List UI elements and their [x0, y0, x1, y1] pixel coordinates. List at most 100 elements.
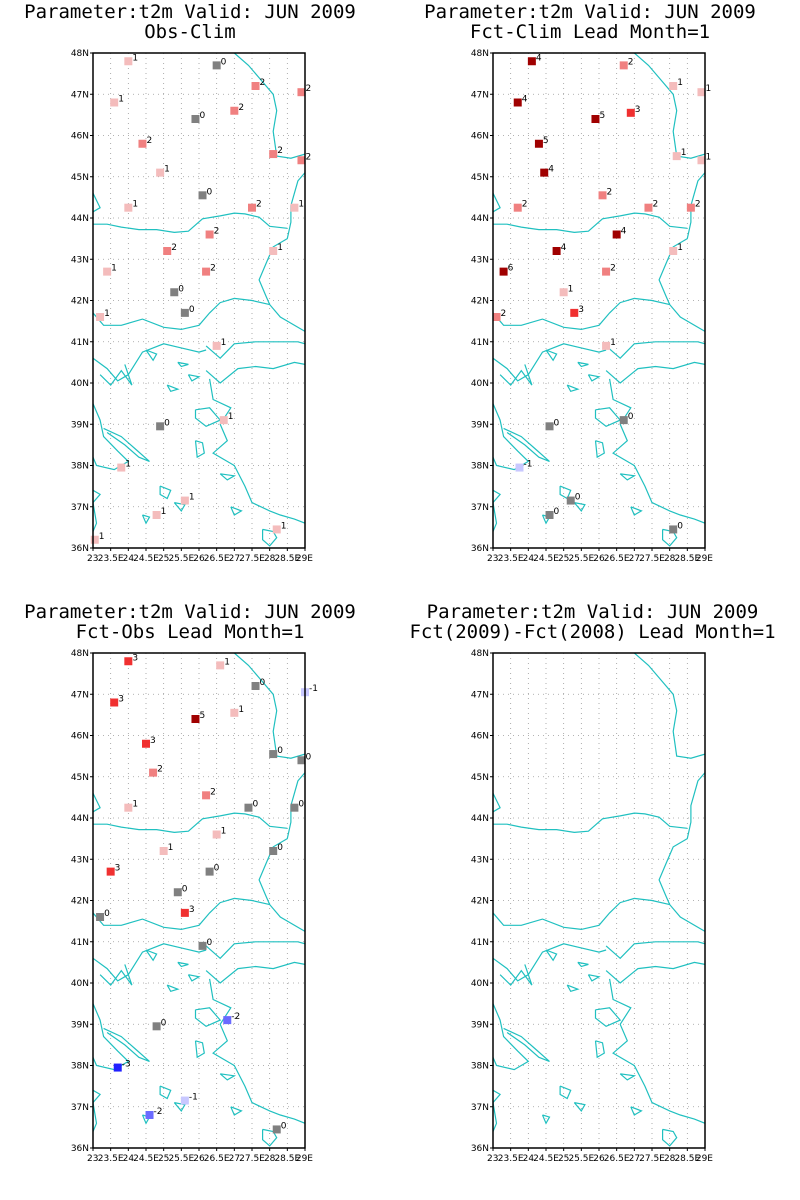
lon-tick-label: 27 — [629, 554, 640, 564]
lon-tick-label: 27 — [229, 1154, 240, 1164]
panel-title-line1: Parameter:t2m Valid: JUN 2009 — [24, 601, 356, 623]
coastline — [493, 489, 502, 532]
station-marker — [103, 267, 112, 276]
station-value-label: 2 — [305, 152, 311, 162]
station-marker — [297, 88, 306, 97]
lon-tick-label: 23.5E — [498, 1154, 524, 1164]
station-value-label: 5 — [543, 136, 549, 146]
coastline — [493, 212, 688, 234]
lat-tick-label: 45N — [471, 173, 489, 183]
station-marker — [191, 715, 200, 723]
station-marker — [244, 803, 253, 812]
station-marker — [290, 203, 299, 212]
station-value-label: 6 — [508, 264, 514, 274]
lon-tick-label: 28 — [664, 1154, 676, 1164]
coastline — [93, 943, 207, 982]
station-value-label: 2 — [210, 787, 216, 797]
station-value-label: 1 — [189, 493, 195, 503]
station-value-label: 4 — [548, 165, 554, 175]
station-marker — [534, 139, 543, 148]
station-marker — [180, 908, 189, 917]
lat-tick-label: 46N — [71, 132, 89, 142]
lat-tick-label: 37N — [471, 503, 489, 513]
coastline — [145, 349, 158, 362]
lat-tick-label: 37N — [471, 1103, 489, 1113]
coastline — [662, 1128, 678, 1147]
coastline — [493, 897, 670, 931]
station-value-label: 0 — [252, 800, 258, 810]
coastline — [262, 528, 278, 547]
panel-title-line2: Fct-Obs Lead Month=1 — [75, 621, 305, 643]
coastline — [573, 1102, 586, 1112]
station-marker — [138, 139, 147, 148]
coastline — [194, 440, 205, 459]
coastline — [493, 403, 530, 471]
coastline — [177, 961, 189, 968]
lon-tick-label: 25 — [558, 1154, 569, 1164]
station-value-label: 0 — [164, 418, 170, 428]
coastline — [177, 361, 189, 368]
station-value-label: 0 — [298, 800, 304, 810]
lon-tick-label: 28.5E — [274, 554, 300, 564]
station-marker — [163, 247, 172, 255]
station-marker — [113, 1063, 122, 1072]
station-value-label: 3 — [118, 695, 124, 705]
station-marker — [297, 756, 306, 765]
station-marker — [202, 791, 211, 800]
station-marker — [697, 88, 706, 97]
station-value-label: 1 — [99, 532, 105, 542]
station-value-label: 0 — [214, 864, 220, 874]
station-marker — [290, 803, 299, 812]
lon-tick-label: 24.5E — [533, 554, 559, 564]
station-marker — [124, 57, 133, 66]
lon-tick-label: 24.5E — [133, 1154, 159, 1164]
station-marker — [212, 341, 221, 350]
lon-tick-label: 24 — [123, 1154, 135, 1164]
lat-tick-label: 38N — [471, 462, 489, 472]
station-marker — [212, 830, 221, 839]
coastline — [609, 378, 705, 524]
coastline — [173, 502, 186, 512]
lat-tick-label: 45N — [471, 773, 489, 783]
station-marker — [619, 416, 628, 425]
coastline — [493, 343, 607, 382]
station-marker — [552, 247, 561, 255]
lon-tick-label: 24 — [123, 554, 135, 564]
station-value-label: 2 — [607, 187, 613, 197]
station-marker — [269, 847, 278, 855]
map-plot: 3 1 0 -1 3 1 5 3 0 0 2 2 1 0 0 1 1 0 3 0 0 3 0 0 -2 0 -3 -1 -2 0 36N 37… — [71, 649, 318, 1164]
station-marker — [602, 267, 611, 276]
station-marker — [152, 1022, 161, 1031]
coastline — [93, 1089, 102, 1132]
coastline — [503, 427, 550, 462]
lon-tick-label: 26 — [193, 1154, 205, 1164]
coastline — [230, 1106, 243, 1116]
coastline — [619, 473, 637, 481]
lat-tick-label: 40N — [471, 979, 489, 989]
coastline — [577, 361, 589, 368]
station-marker — [173, 888, 182, 897]
coastline — [545, 949, 558, 962]
lat-tick-label: 38N — [71, 462, 89, 472]
coastline — [609, 978, 705, 1124]
station-marker — [230, 708, 239, 717]
station-value-label: 2 — [305, 84, 311, 94]
station-value-label: 2 — [628, 57, 634, 67]
coastline — [209, 378, 305, 524]
coastline — [93, 192, 101, 213]
station-marker — [205, 867, 214, 876]
lat-tick-label: 43N — [71, 255, 89, 265]
lon-tick-label: 28 — [264, 554, 276, 564]
coastline — [258, 772, 305, 932]
station-value-label: 5 — [199, 711, 205, 721]
station-value-label: 1 — [298, 200, 304, 210]
lat-tick-label: 37N — [71, 1103, 89, 1113]
station-value-label: 2 — [522, 200, 528, 210]
coastline — [194, 1007, 222, 1027]
station-value-label: 1 — [238, 705, 244, 715]
lon-tick-label: 26 — [593, 1154, 605, 1164]
lat-tick-label: 44N — [71, 814, 89, 824]
coastline — [232, 653, 305, 759]
panel-title-line2: Fct(2009)-Fct(2008) Lead Month=1 — [409, 621, 776, 643]
coastline — [230, 506, 243, 516]
